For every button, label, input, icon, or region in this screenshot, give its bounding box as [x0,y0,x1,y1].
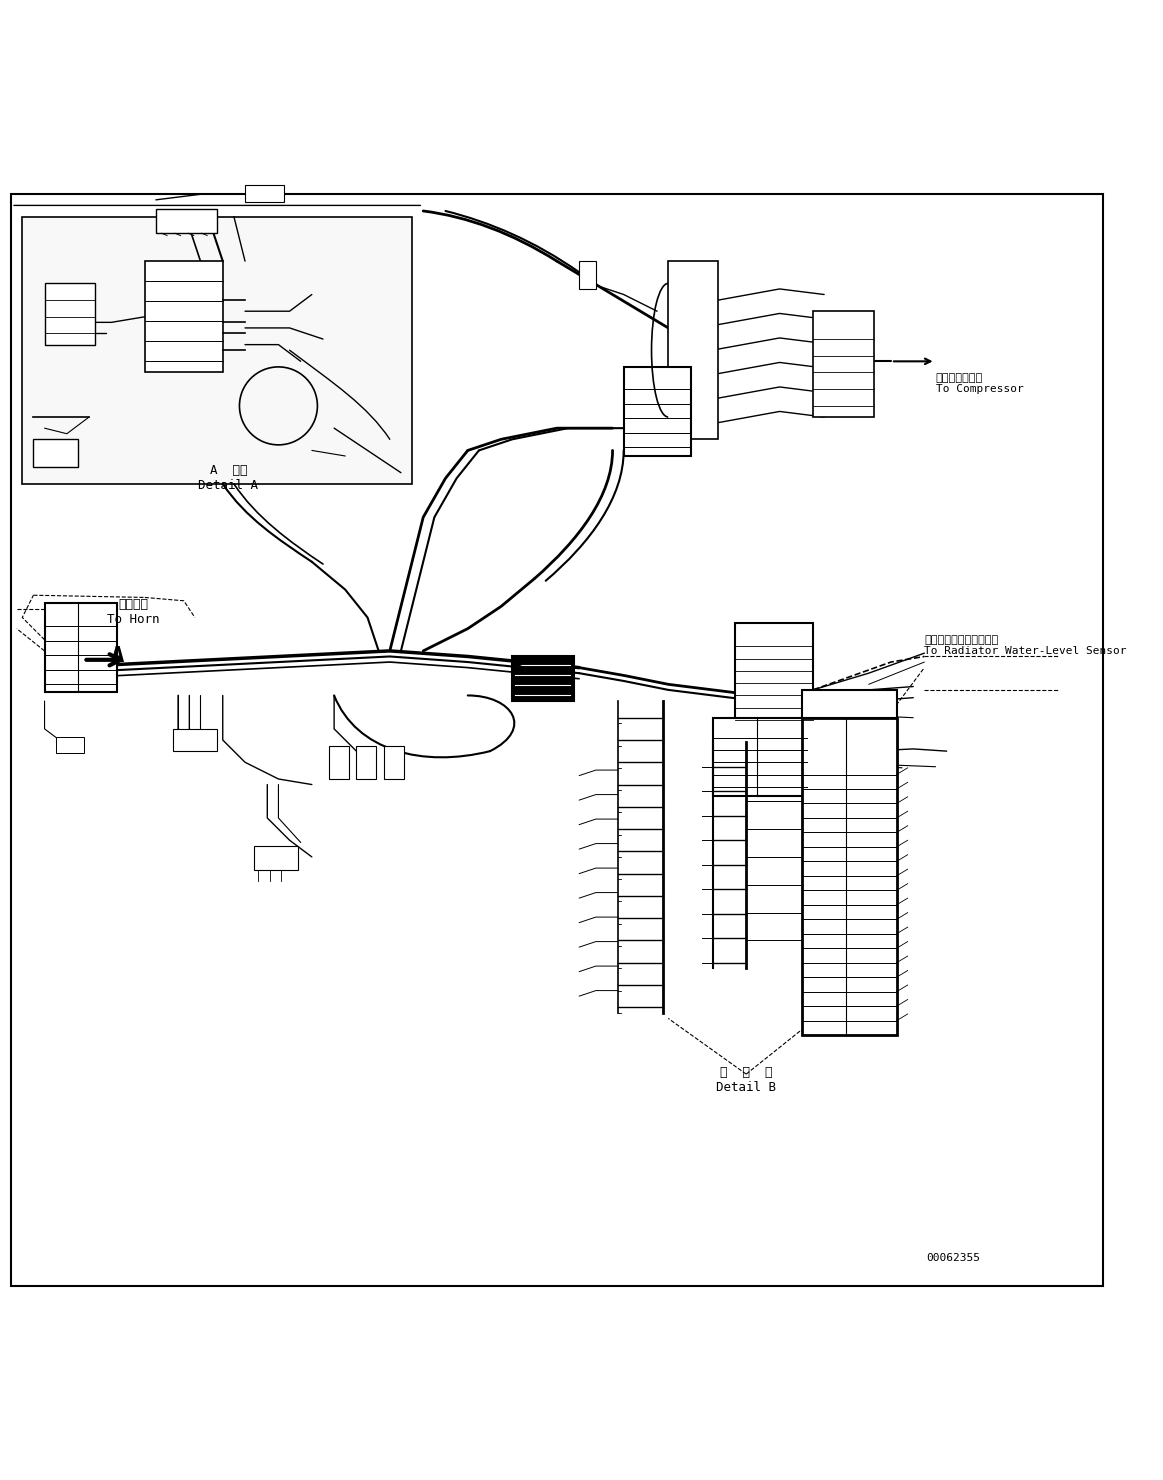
Bar [44,283,94,345]
Text: A: A [110,647,123,666]
Bar [329,746,349,778]
Text: ホーンへ
To Horn: ホーンへ To Horn [107,598,159,626]
Text: 00062355: 00062355 [926,1254,980,1262]
Bar [579,260,595,289]
Bar [56,737,84,753]
Bar [245,185,284,203]
Bar [384,746,405,778]
Bar [513,657,573,702]
Bar [44,602,117,693]
Bar [254,845,299,870]
Bar [623,367,691,456]
Text: ラジェータ水位センサへ
To Radiator Water-Level Sensor: ラジェータ水位センサへ To Radiator Water-Level Sens… [925,635,1127,656]
Bar [801,690,897,718]
Bar [801,718,897,1035]
Bar [34,440,78,468]
Bar [172,728,217,752]
Text: 日  詳  細
Detail B: 日 詳 細 Detail B [716,1066,776,1094]
Text: コンプレッサへ
To Compressor: コンプレッサへ To Compressor [935,373,1023,394]
Text: A  詳細
Detail A: A 詳細 Detail A [199,465,258,493]
FancyBboxPatch shape [22,216,412,484]
Bar [356,746,377,778]
Bar [735,623,813,728]
Text: B: B [512,659,523,678]
Bar [669,260,719,440]
Bar [813,311,875,417]
Bar [713,718,807,796]
Bar [156,209,217,234]
Bar [144,260,223,373]
